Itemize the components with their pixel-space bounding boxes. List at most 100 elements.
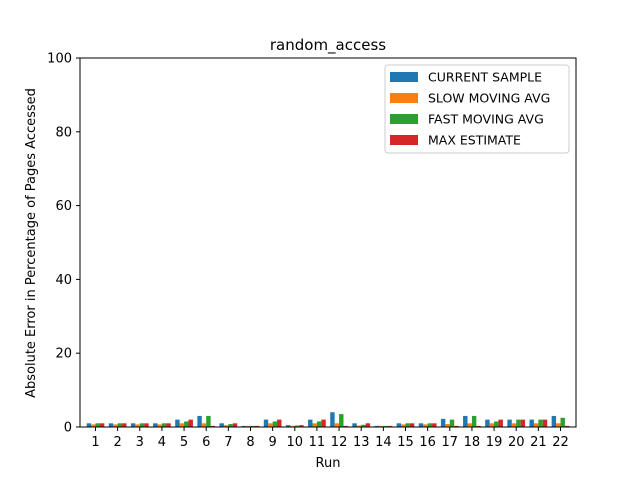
bar-fast-moving-avg-run-21 (538, 419, 543, 427)
bar-current-sample-run-5 (175, 419, 180, 427)
legend: CURRENT SAMPLE SLOW MOVING AVG FAST MOVING… (384, 64, 570, 154)
bar-max-estimate-run-4 (166, 423, 171, 427)
bar-current-sample-run-11 (308, 419, 313, 427)
bar-slow-moving-avg-run-17 (445, 424, 450, 427)
bar-slow-moving-avg-run-11 (312, 423, 317, 427)
x-tick-label: 22 (552, 435, 569, 450)
bar-fast-moving-avg-run-22 (560, 417, 565, 427)
bar-current-sample-run-1 (86, 423, 92, 427)
bars-layer (86, 412, 570, 427)
bar-slow-moving-avg-run-18 (467, 423, 472, 427)
bar-slow-moving-avg-run-21 (533, 423, 539, 427)
x-tick-label: 7 (224, 435, 232, 450)
bar-max-estimate-run-18 (476, 425, 481, 427)
x-tick-label: 10 (287, 435, 304, 450)
bar-slow-moving-avg-run-8 (246, 425, 251, 427)
bar-fast-moving-avg-run-3 (139, 423, 145, 427)
bar-max-estimate-run-13 (365, 423, 371, 427)
bar-max-estimate-run-17 (454, 425, 459, 427)
bar-current-sample-run-17 (440, 418, 446, 427)
bar-slow-moving-avg-run-2 (113, 424, 118, 427)
legend-swatch-current-sample (390, 72, 418, 82)
bar-slow-moving-avg-run-3 (135, 424, 140, 427)
bar-max-estimate-run-16 (432, 423, 437, 427)
bar-current-sample-run-20 (507, 419, 512, 427)
bar-fast-moving-avg-run-9 (272, 421, 278, 427)
x-tick-label: 15 (397, 435, 414, 450)
x-tick-label: 13 (353, 435, 370, 450)
x-tick-label: 16 (419, 435, 436, 450)
bar-current-sample-run-3 (130, 423, 136, 427)
x-tick-label: 18 (464, 435, 481, 450)
bar-fast-moving-avg-run-16 (427, 423, 433, 427)
bar-current-sample-run-13 (352, 423, 357, 427)
bar-slow-moving-avg-run-1 (91, 424, 96, 427)
y-tick-label: 60 (55, 199, 72, 214)
bar-current-sample-run-9 (263, 419, 269, 427)
x-tick-label: 19 (486, 435, 503, 450)
bar-slow-moving-avg-run-6 (201, 423, 207, 427)
plot-frame (79, 57, 577, 428)
bar-fast-moving-avg-run-17 (449, 419, 455, 427)
bar-slow-moving-avg-run-16 (423, 424, 428, 427)
bar-fast-moving-avg-run-5 (184, 421, 189, 427)
bar-max-estimate-run-20 (520, 419, 526, 427)
bar-current-sample-run-19 (485, 419, 490, 427)
legend-label-max-estimate: MAX ESTIMATE (428, 133, 521, 148)
x-tick-label: 6 (202, 435, 210, 450)
x-tick-label: 20 (508, 435, 525, 450)
bar-max-estimate-run-7 (232, 423, 238, 427)
chart-title: random_access (270, 36, 386, 55)
y-tick-label: 100 (47, 52, 72, 67)
legend-label-slow-moving-avg: SLOW MOVING AVG (428, 91, 550, 106)
bar-max-estimate-run-9 (277, 419, 282, 427)
bar-fast-moving-avg-run-20 (516, 419, 521, 427)
bar-fast-moving-avg-run-10 (294, 425, 300, 427)
bar-slow-moving-avg-run-5 (179, 423, 185, 427)
bar-slow-moving-avg-run-13 (356, 425, 362, 427)
x-tick-label: 1 (91, 435, 99, 450)
bar-slow-moving-avg-run-22 (556, 423, 561, 427)
bar-max-estimate-run-2 (122, 423, 127, 427)
bar-slow-moving-avg-run-10 (290, 425, 295, 427)
x-tick-label: 5 (180, 435, 188, 450)
x-tick-label: 21 (530, 435, 547, 450)
bar-current-sample-run-7 (219, 423, 224, 427)
bar-current-sample-run-4 (153, 423, 158, 427)
bar-fast-moving-avg-run-7 (228, 424, 233, 427)
y-tick-label: 40 (55, 273, 72, 288)
bar-fast-moving-avg-run-15 (405, 423, 410, 427)
x-tick-label: 8 (246, 435, 254, 450)
bar-fast-moving-avg-run-11 (316, 421, 322, 427)
bar-slow-moving-avg-run-9 (268, 423, 273, 427)
bar-current-sample-run-22 (551, 415, 557, 427)
bar-max-estimate-run-1 (99, 423, 105, 427)
bar-slow-moving-avg-run-14 (378, 425, 384, 427)
bar-fast-moving-avg-run-8 (250, 425, 255, 427)
bar-current-sample-run-16 (418, 423, 424, 427)
bar-current-sample-run-8 (241, 425, 247, 427)
x-tick-label: 12 (331, 435, 348, 450)
bar-current-sample-run-6 (197, 415, 202, 427)
bar-current-sample-run-15 (396, 423, 402, 427)
bar-fast-moving-avg-run-1 (95, 423, 100, 427)
bar-max-estimate-run-15 (409, 423, 415, 427)
legend-swatch-slow-moving-avg (390, 93, 418, 103)
bar-max-estimate-run-21 (542, 419, 548, 427)
bar-current-sample-run-10 (285, 425, 291, 427)
bar-fast-moving-avg-run-4 (161, 423, 167, 427)
x-tick-label: 9 (269, 435, 277, 450)
bar-slow-moving-avg-run-15 (401, 424, 406, 427)
x-tick-label: 14 (375, 435, 392, 450)
bar-max-estimate-run-14 (387, 425, 393, 427)
bar-max-estimate-run-22 (564, 425, 570, 427)
bar-slow-moving-avg-run-7 (223, 425, 229, 427)
bar-max-estimate-run-6 (210, 425, 216, 427)
y-tick-label: 80 (55, 125, 72, 140)
x-tick-label: 11 (309, 435, 326, 450)
bar-fast-moving-avg-run-13 (361, 424, 366, 427)
bar-slow-moving-avg-run-20 (511, 423, 517, 427)
bar-current-sample-run-12 (330, 412, 335, 427)
